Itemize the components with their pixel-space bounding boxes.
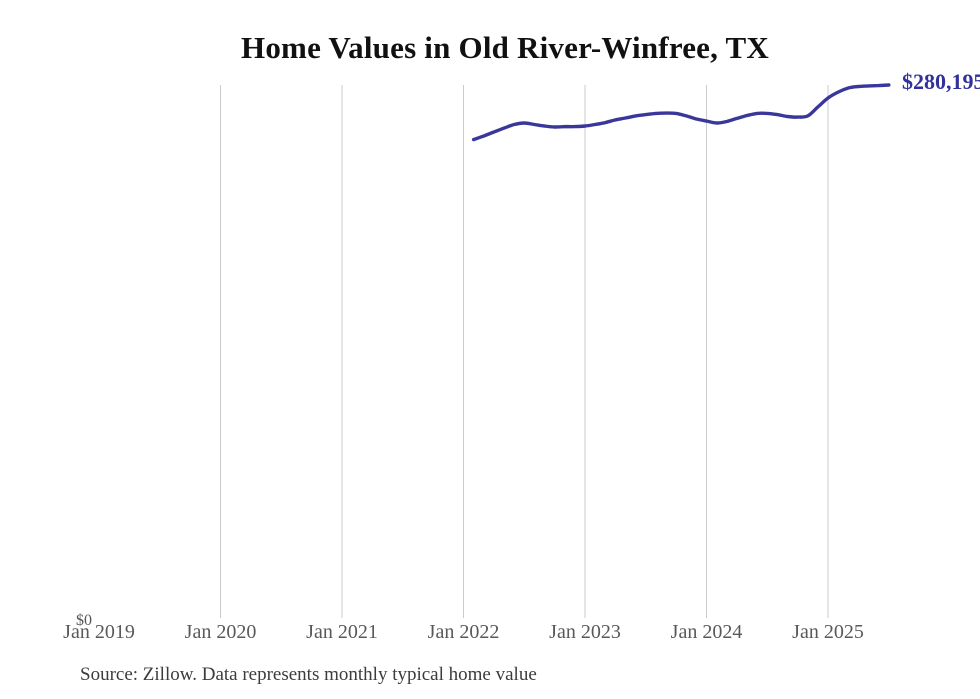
- x-axis-label: Jan 2025: [792, 621, 864, 643]
- x-axis-label: Jan 2022: [427, 621, 500, 643]
- x-axis-label: Jan 2020: [184, 621, 257, 643]
- value-line: [471, 83, 891, 142]
- x-axis-label: Jan 2019: [63, 621, 135, 643]
- x-axis-label: Jan 2021: [306, 621, 378, 643]
- x-axis-label: Jan 2023: [549, 621, 621, 643]
- y-axis-zero-label: $0: [76, 612, 92, 629]
- source-note: Source: Zillow. Data represents monthly …: [80, 664, 537, 685]
- x-axis-label: Jan 2024: [670, 621, 743, 643]
- chart-title: Home Values in Old River-Winfree, TX: [241, 30, 769, 65]
- end-value-label: $280,195: [902, 69, 980, 94]
